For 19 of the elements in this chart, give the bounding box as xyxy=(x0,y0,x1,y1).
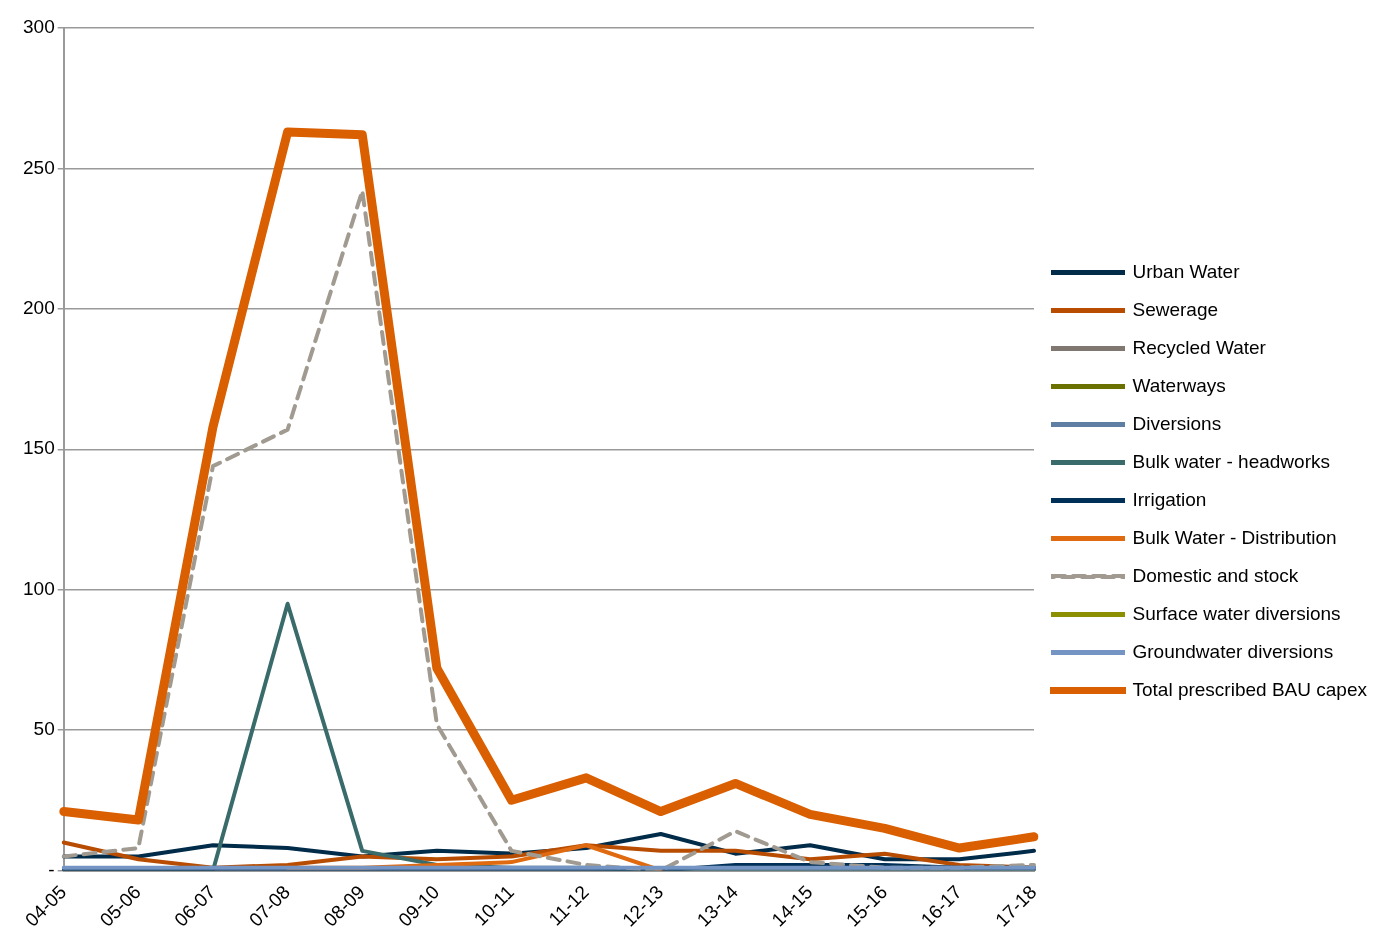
legend-label: Surface water diversions xyxy=(1132,602,1341,624)
legend-label: Waterways xyxy=(1132,374,1226,396)
y-tick-label: 250 xyxy=(23,156,55,178)
legend-label: Domestic and stock xyxy=(1132,564,1299,586)
legend-label: Bulk water - headworks xyxy=(1132,450,1330,472)
y-tick-label: 50 xyxy=(33,718,55,740)
legend-label: Recycled Water xyxy=(1132,336,1267,358)
legend-label: Diversions xyxy=(1132,412,1222,434)
legend-label: Groundwater diversions xyxy=(1132,640,1334,662)
legend-label: Total prescribed BAU capex xyxy=(1132,678,1368,700)
legend-label: Bulk Water - Distribution xyxy=(1132,526,1337,548)
legend-label: Sewerage xyxy=(1132,298,1219,320)
y-tick-label: 200 xyxy=(23,297,55,319)
y-tick-label: 150 xyxy=(23,437,55,459)
y-tick-label: - xyxy=(48,858,55,880)
y-tick-label: 100 xyxy=(23,577,55,599)
y-tick-label: 300 xyxy=(23,16,55,38)
legend-label: Urban Water xyxy=(1132,260,1241,282)
legend-label: Irrigation xyxy=(1132,488,1207,510)
